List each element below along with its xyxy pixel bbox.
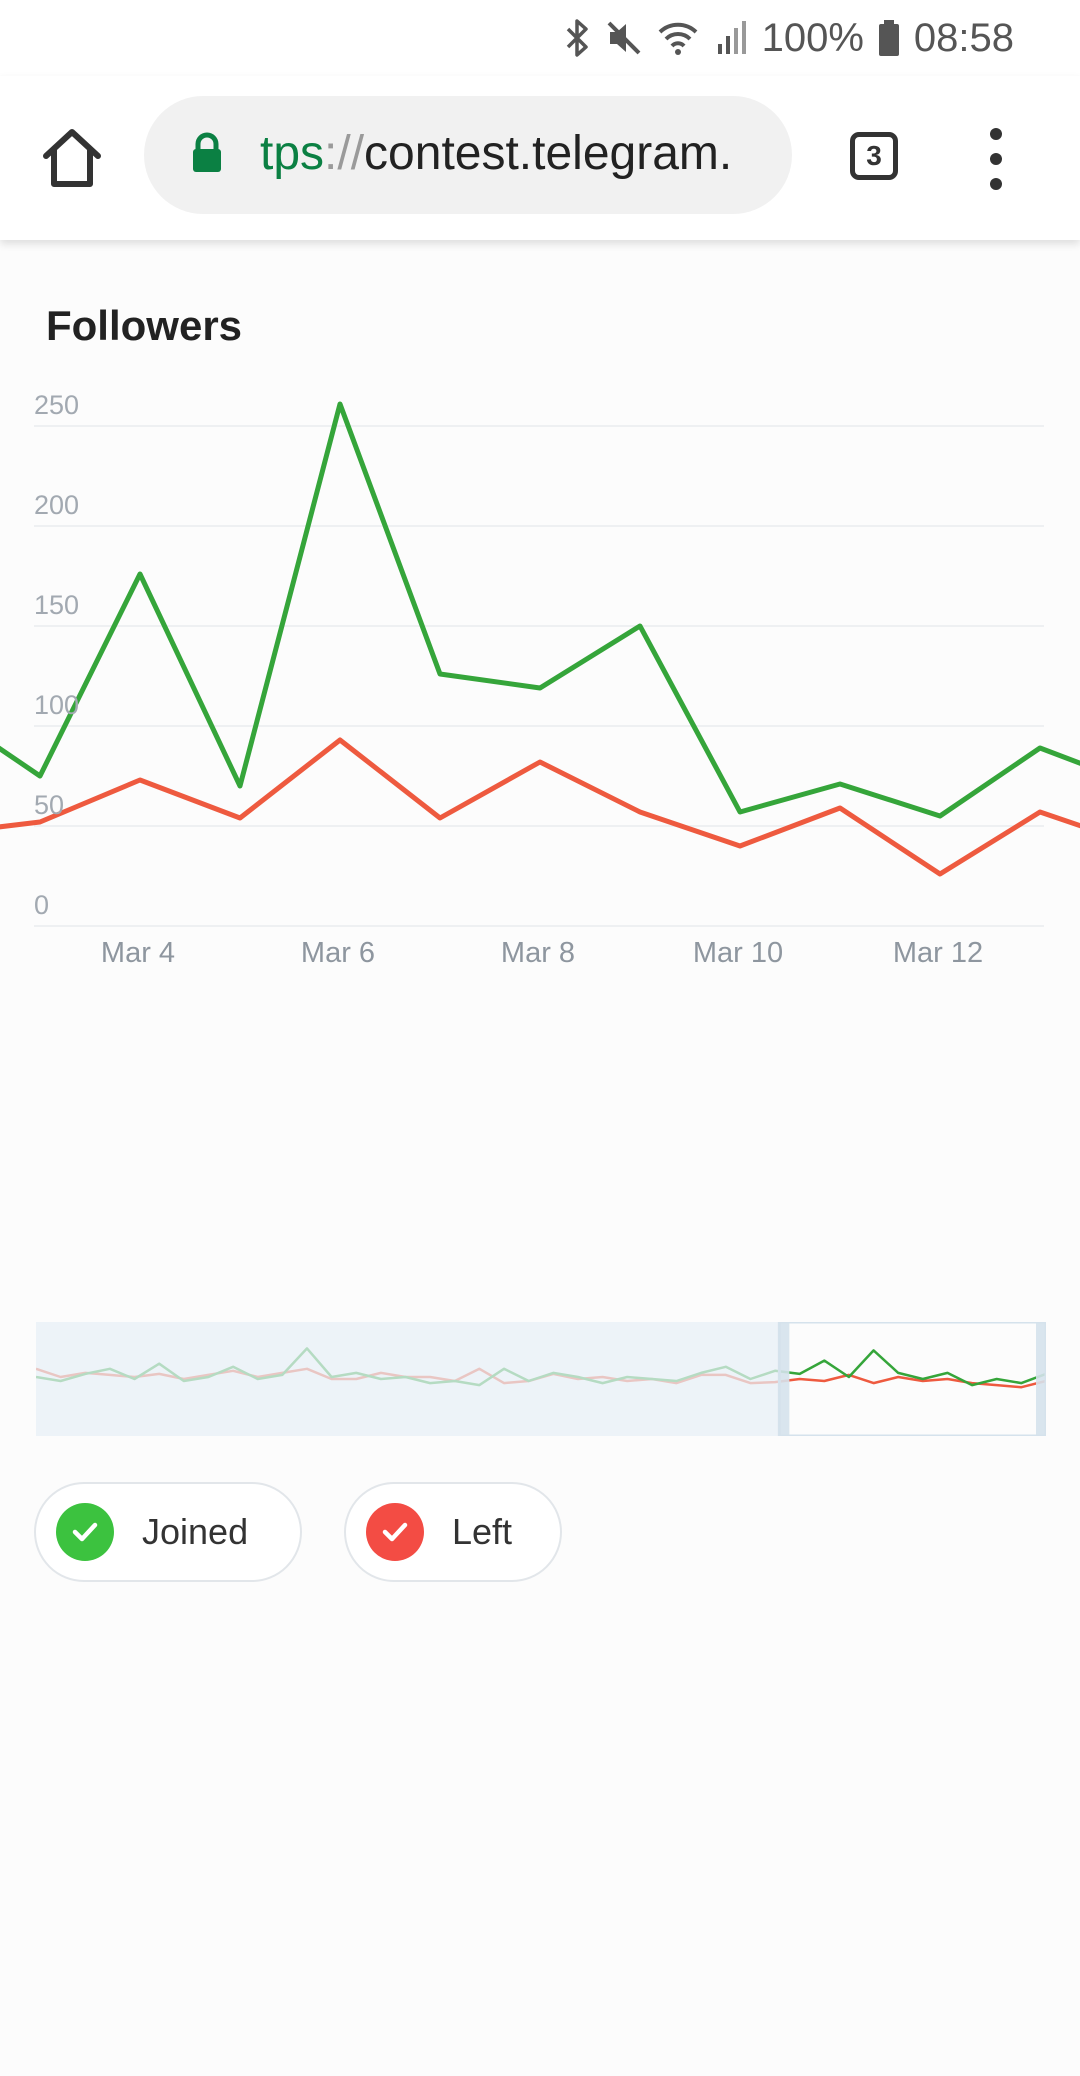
menu-icon [990,128,1002,190]
status-bar: 100% 08:58 [0,0,1080,76]
home-button[interactable] [38,124,106,192]
x-tick-label: Mar 8 [501,937,575,969]
legend-joined-label: Joined [142,1511,249,1552]
battery-text: 100% [761,15,864,60]
clock: 08:58 [913,15,1014,60]
url-scheme: tps [260,127,325,180]
y-tick-label: 200 [34,490,79,520]
tabs-button[interactable]: 3 [850,132,898,180]
navigator-mask-left [36,1322,780,1436]
wifi-icon [656,18,700,58]
legend-left-button[interactable]: Left [344,1482,562,1582]
url-text: tps://contest.telegram. [260,126,782,181]
battery-icon [878,18,900,58]
signal-icon [714,18,748,58]
url-separator: :// [324,127,365,180]
legend-joined-button[interactable]: Joined [34,1482,302,1582]
url-host: contest.telegram. [364,127,733,180]
navigator-handle-left[interactable] [779,1322,790,1436]
y-tick-label: 250 [34,390,79,420]
x-tick-label: Mar 6 [301,937,375,969]
mute-icon [606,18,642,58]
x-tick-label: Mar 4 [101,937,175,969]
legend-joined-check [56,1503,114,1561]
chart-title: Followers [46,302,243,349]
y-axis-labels: 0 50 100 150 200 250 [34,390,79,920]
y-tick-label: 0 [34,890,49,920]
home-icon [43,129,101,187]
menu-button[interactable] [982,124,1010,194]
status-icons: 100% 08:58 [564,12,1014,64]
legend-left-check [366,1503,424,1561]
chart-series [0,401,1080,877]
range-navigator[interactable] [36,1322,1046,1436]
navigator-handle-right[interactable] [1036,1322,1046,1436]
y-tick-label: 100 [34,690,79,720]
navigator-overlay [36,1322,1046,1436]
browser-toolbar: tps://contest.telegram. 3 [0,76,1080,240]
series-line-left [0,737,1080,877]
address-bar[interactable]: tps://contest.telegram. [144,96,792,214]
series-line-joined [0,401,1080,819]
x-tick-label: Mar 12 [893,937,983,969]
lock-icon [190,132,224,179]
followers-chart: 0 50 100 150 200 250 Mar 4 Mar 6 Mar 8 Mar 10 Mar… [0,390,1080,969]
y-tick-label: 50 [34,790,64,820]
x-tick-label: Mar 10 [693,937,783,969]
y-tick-label: 150 [34,590,79,620]
bluetooth-icon [564,18,592,58]
tab-count: 3 [866,140,882,171]
check-icon [72,1522,98,1542]
legend-left-label: Left [452,1511,513,1552]
check-icon [382,1522,408,1542]
chart-grid [34,425,1044,927]
